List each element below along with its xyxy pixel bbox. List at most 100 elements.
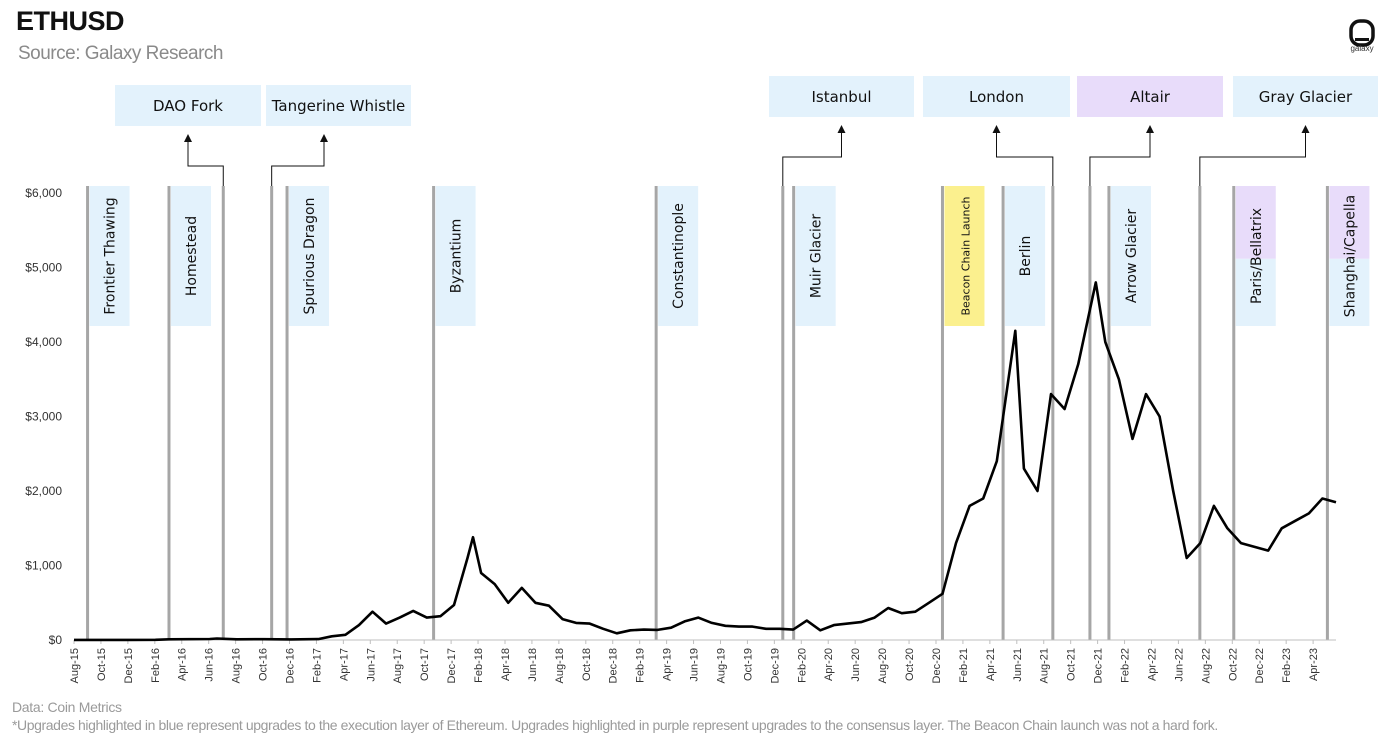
upgrade-label: Shanghai/Capella [1342,195,1358,317]
x-tick-label: Jun-19 [689,648,701,682]
upgrade-label-box [170,186,211,326]
x-tick-label: Feb-21 [958,648,970,683]
x-tick-label: Aug-18 [554,648,566,683]
upgrade-label-box [923,76,1070,117]
x-tick-label: Aug-22 [1200,648,1212,683]
upgrade-label: Paris/Bellatrix [1249,208,1265,304]
y-tick-label: $2,000 [25,484,62,498]
upgrade-label: DAO Fork [153,97,223,115]
x-tick-label: Apr-23 [1308,648,1320,681]
galaxy-logo-icon [1349,19,1375,47]
x-tick-label: Oct-20 [904,648,916,681]
upgrade-label: Constantinople [671,203,687,309]
upgrade-connector-arrow [1146,125,1154,133]
upgrade-label-box [89,186,130,326]
upgrade-connector [187,140,224,186]
x-tick-label: Oct-18 [581,648,593,681]
x-tick-label: Feb-18 [473,648,485,683]
x-tick-label: Oct-17 [419,648,431,681]
x-tick-label: Dec-15 [123,648,135,683]
upgrade-connector [271,140,325,186]
x-tick-label: Oct-19 [742,648,754,681]
upgrade-label: Berlin [1018,236,1034,277]
x-tick-label: Apr-21 [985,648,997,681]
x-tick-label: Apr-16 [177,648,189,681]
x-tick-label: Aug-16 [231,648,243,683]
upgrade-label-box [1235,258,1276,326]
upgrade-label-box [658,186,699,326]
x-tick-label: Dec-16 [284,648,296,683]
upgrade-connector-arrow [992,125,1001,133]
upgrade-connector [1199,131,1306,186]
upgrade-label: Byzantium [449,219,465,294]
upgrade-label: Beacon Chain Launch [959,196,972,315]
x-tick-label: Apr-22 [1146,648,1158,681]
upgrade-connector [782,131,842,186]
x-tick-label: Oct-21 [1066,648,1078,681]
x-tick-label: Jun-17 [365,648,377,682]
upgrade-label: London [969,88,1024,106]
upgrade-connector-arrow [837,125,846,133]
upgrade-connector [996,131,1054,186]
upgrade-label-box [1005,186,1046,326]
x-tick-label: Jun-18 [527,648,539,682]
upgrade-label: Tangerine Whistle [271,97,406,115]
upgrade-label-box [435,186,476,326]
upgrade-label-box [769,76,914,117]
x-tick-label: Dec-21 [1093,648,1105,683]
upgrade-label: Muir Glacier [809,214,825,299]
upgrade-label-box [795,186,836,326]
upgrade-label: Spurious Dragon [302,198,318,315]
upgrade-label: Homestead [184,216,200,296]
upgrade-label-box [289,186,330,326]
upgrade-label-box [1077,76,1223,117]
upgrade-label-box [115,85,261,126]
x-tick-label: Feb-22 [1120,648,1132,683]
upgrade-label-box [1235,186,1276,259]
upgrade-label-box [266,85,411,126]
x-tick-label: Dec-18 [608,648,620,683]
ethusd-price-line [74,281,1337,642]
upgrade-label: Gray Glacier [1259,88,1353,106]
x-tick-label: Aug-19 [715,648,727,683]
y-tick-label: $1,000 [25,559,62,573]
x-tick-label: Aug-17 [392,648,404,683]
upgrade-connector [1089,131,1151,186]
y-tick-label: $5,000 [25,261,62,275]
upgrade-label-box [944,186,985,326]
x-tick-label: Jun-16 [204,648,216,682]
x-tick-label: Aug-21 [1039,648,1051,683]
x-tick-label: Feb-19 [635,648,647,683]
x-tick-label: Dec-22 [1254,648,1266,683]
x-tick-label: Jun-21 [1012,648,1024,682]
upgrade-label-box [1329,186,1370,259]
chart-title: ETHUSD [16,6,125,36]
y-tick-label: $6,000 [25,186,62,200]
y-tick-label: $3,000 [25,410,62,424]
x-tick-label: Feb-17 [311,648,323,683]
x-tick-label: Aug-20 [877,648,889,683]
upgrade-label: Arrow Glacier [1124,209,1140,304]
upgrade-label: Frontier Thawing [103,197,119,314]
x-tick-label: Apr-19 [662,648,674,681]
x-tick-label: Dec-19 [769,648,781,683]
upgrade-label: Istanbul [811,88,871,106]
upgrade-label-box [1329,258,1370,326]
x-tick-label: Jun-22 [1173,648,1185,682]
upgrade-connector-arrow [184,134,192,142]
x-tick-label: Oct-16 [258,648,270,681]
x-tick-label: Feb-20 [796,648,808,683]
x-tick-label: Dec-17 [446,648,458,683]
x-tick-label: Oct-22 [1227,648,1239,681]
data-source-note: Data: Coin Metrics [12,699,122,715]
y-tick-label: $4,000 [25,335,62,349]
footnote: *Upgrades highlighted in blue represent … [12,717,1218,733]
upgrade-connector-arrow [1301,125,1310,133]
x-tick-label: Oct-15 [96,648,108,681]
x-tick-label: Apr-20 [823,648,835,681]
upgrade-label-box [1110,186,1151,326]
x-tick-label: Feb-16 [150,648,162,683]
x-tick-label: Apr-17 [338,648,350,681]
logo-wordmark: galaxy [1350,44,1374,53]
